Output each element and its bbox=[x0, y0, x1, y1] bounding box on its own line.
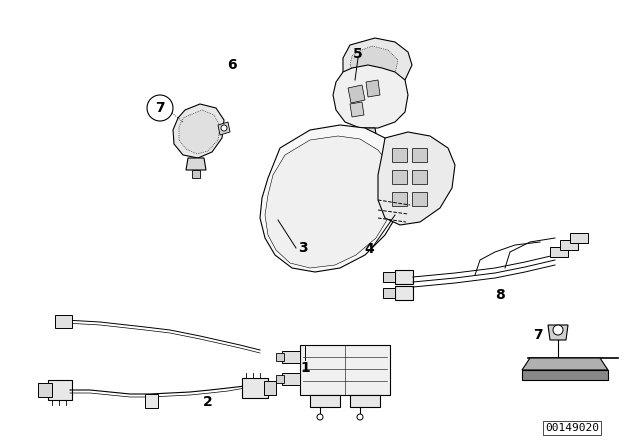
Polygon shape bbox=[264, 381, 276, 395]
Circle shape bbox=[147, 95, 173, 121]
Text: 8: 8 bbox=[495, 288, 505, 302]
Text: 7: 7 bbox=[533, 328, 543, 342]
Polygon shape bbox=[242, 378, 268, 398]
Text: 00149020: 00149020 bbox=[545, 423, 599, 433]
Circle shape bbox=[317, 414, 323, 420]
Polygon shape bbox=[310, 395, 340, 407]
Polygon shape bbox=[179, 110, 220, 154]
Text: 1: 1 bbox=[300, 361, 310, 375]
Polygon shape bbox=[548, 325, 568, 340]
Polygon shape bbox=[145, 394, 158, 408]
Polygon shape bbox=[276, 353, 284, 361]
Polygon shape bbox=[395, 286, 413, 300]
Polygon shape bbox=[260, 125, 405, 272]
Polygon shape bbox=[378, 132, 455, 225]
Text: 2: 2 bbox=[203, 395, 213, 409]
Polygon shape bbox=[392, 192, 407, 206]
Polygon shape bbox=[218, 122, 230, 135]
Text: 4: 4 bbox=[364, 242, 374, 256]
Polygon shape bbox=[412, 192, 427, 206]
Polygon shape bbox=[343, 38, 412, 90]
Polygon shape bbox=[366, 80, 380, 97]
Polygon shape bbox=[350, 395, 380, 407]
Text: 6: 6 bbox=[227, 58, 237, 72]
Polygon shape bbox=[333, 65, 408, 128]
Polygon shape bbox=[350, 46, 398, 83]
Polygon shape bbox=[348, 85, 365, 103]
Text: 7: 7 bbox=[155, 101, 165, 115]
Polygon shape bbox=[353, 128, 377, 140]
Polygon shape bbox=[282, 373, 300, 385]
Polygon shape bbox=[38, 383, 52, 397]
Polygon shape bbox=[350, 102, 364, 117]
Polygon shape bbox=[55, 315, 72, 328]
Polygon shape bbox=[560, 240, 578, 250]
Polygon shape bbox=[192, 170, 200, 178]
Circle shape bbox=[357, 414, 363, 420]
Text: 5: 5 bbox=[353, 47, 363, 61]
Polygon shape bbox=[412, 148, 427, 162]
Polygon shape bbox=[383, 272, 395, 282]
Polygon shape bbox=[570, 233, 588, 243]
Polygon shape bbox=[522, 358, 608, 370]
Polygon shape bbox=[173, 104, 224, 158]
Polygon shape bbox=[392, 148, 407, 162]
Polygon shape bbox=[550, 247, 568, 257]
Polygon shape bbox=[383, 288, 395, 298]
Polygon shape bbox=[282, 351, 300, 363]
Polygon shape bbox=[265, 136, 394, 268]
Polygon shape bbox=[276, 375, 284, 383]
Polygon shape bbox=[392, 170, 407, 184]
Text: 3: 3 bbox=[298, 241, 308, 255]
Circle shape bbox=[221, 125, 227, 131]
Polygon shape bbox=[300, 345, 390, 395]
Polygon shape bbox=[48, 380, 72, 400]
Polygon shape bbox=[186, 158, 206, 170]
Polygon shape bbox=[412, 170, 427, 184]
Polygon shape bbox=[395, 270, 413, 284]
Circle shape bbox=[553, 325, 563, 335]
Polygon shape bbox=[522, 370, 608, 380]
